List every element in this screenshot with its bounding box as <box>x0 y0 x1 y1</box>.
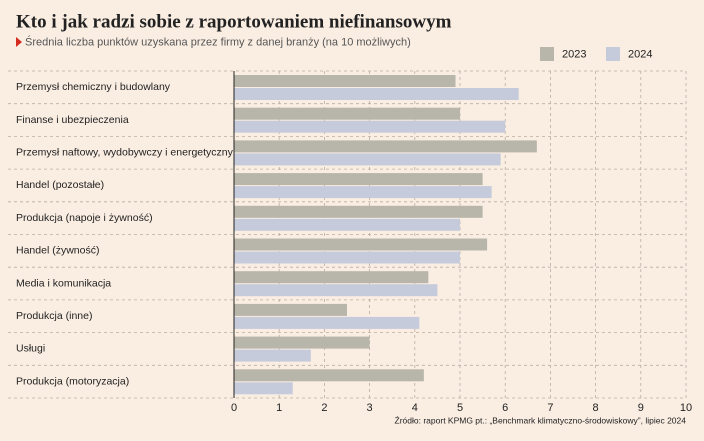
bar <box>234 120 506 133</box>
category-label: Usługi <box>16 343 45 355</box>
bar <box>234 251 460 264</box>
bar <box>234 107 460 120</box>
x-tick-label: 10 <box>680 402 692 414</box>
bar <box>234 173 483 186</box>
legend-label: 2023 <box>562 48 586 60</box>
category-label: Media i komunikacja <box>16 277 111 289</box>
category-label: Produkcja (napoje i żywność) <box>16 212 153 224</box>
bar <box>234 369 424 382</box>
legend-swatch <box>540 47 554 61</box>
source: Źródło: raport KPMG pt.: „Benchmark klim… <box>395 415 687 425</box>
category-label: Handel (żywność) <box>16 245 99 257</box>
x-tick-label: 3 <box>367 402 373 414</box>
bar <box>234 303 347 316</box>
x-tick-label: 8 <box>593 402 599 414</box>
legend-label: 2024 <box>628 48 652 60</box>
bar <box>234 140 537 153</box>
x-tick-label: 7 <box>547 402 553 414</box>
bar <box>234 88 519 100</box>
x-tick-label: 0 <box>231 402 237 414</box>
x-tick-label: 9 <box>638 402 644 414</box>
bar <box>234 382 293 395</box>
category-label: Produkcja (inne) <box>16 310 92 322</box>
bar <box>234 205 483 218</box>
x-tick-label: 5 <box>457 402 463 414</box>
bar <box>234 284 438 297</box>
bar <box>234 75 456 87</box>
bar <box>234 186 492 199</box>
category-label: Przemysł chemiczny i budowlany <box>16 81 171 93</box>
bar <box>234 218 460 231</box>
bar <box>234 316 420 329</box>
bar <box>234 349 311 362</box>
bar <box>234 153 501 166</box>
category-label: Finanse i ubezpieczenia <box>16 114 129 126</box>
x-tick-label: 6 <box>502 402 508 414</box>
x-tick-label: 1 <box>276 402 282 414</box>
bar <box>234 238 488 251</box>
x-tick-label: 2 <box>321 402 327 414</box>
category-label: Produkcja (motoryzacja) <box>16 375 129 387</box>
category-label: Handel (pozostałe) <box>16 179 104 191</box>
chart-subtitle: Średnia liczba punktów uzyskana przez fi… <box>25 35 411 48</box>
x-tick-label: 4 <box>412 402 418 414</box>
legend-swatch <box>606 47 620 61</box>
category-label: Przemysł naftowy, wydobywczy i energetyc… <box>16 147 234 159</box>
chart-title: Kto i jak radzi sobie z raportowaniem ni… <box>16 11 452 32</box>
bar <box>234 271 429 284</box>
bar <box>234 336 370 349</box>
subtitle-marker <box>16 37 22 47</box>
